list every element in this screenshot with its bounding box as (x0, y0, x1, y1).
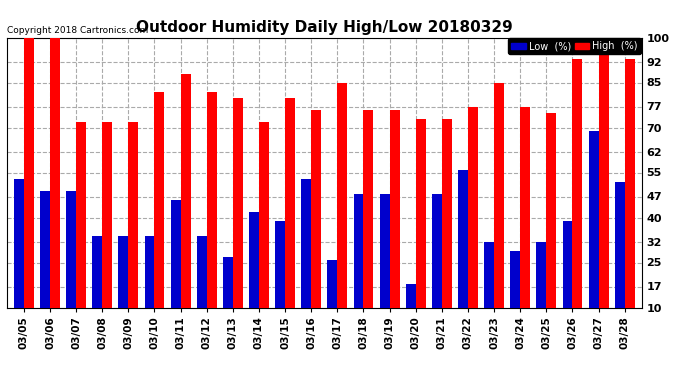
Bar (328, 260, 337, 308)
Bar (207, 92, 217, 308)
Bar (458, 170, 468, 308)
Bar (511, 251, 520, 308)
Bar (14, 178, 24, 308)
Legend: Low  (%), High  (%): Low (%), High (%) (509, 39, 641, 54)
Bar (259, 122, 269, 308)
Bar (468, 106, 478, 308)
Bar (589, 130, 599, 308)
Bar (416, 118, 426, 308)
Bar (128, 122, 138, 308)
Bar (536, 242, 546, 308)
Bar (353, 194, 364, 308)
Bar (24, 38, 34, 308)
Bar (484, 242, 494, 308)
Bar (233, 98, 243, 308)
Bar (615, 182, 624, 308)
Bar (573, 58, 582, 308)
Bar (66, 190, 76, 308)
Title: Outdoor Humidity Daily High/Low 20180329: Outdoor Humidity Daily High/Low 20180329 (136, 20, 513, 35)
Text: Copyright 2018 Cartronics.com: Copyright 2018 Cartronics.com (7, 26, 148, 35)
Bar (562, 220, 573, 308)
Bar (249, 211, 259, 308)
Bar (406, 284, 416, 308)
Bar (197, 236, 207, 308)
Bar (50, 38, 60, 308)
Bar (155, 92, 164, 308)
Bar (119, 236, 128, 308)
Bar (76, 122, 86, 308)
Bar (181, 74, 190, 308)
Bar (390, 110, 400, 308)
Bar (102, 122, 112, 308)
Bar (599, 38, 609, 308)
Bar (170, 200, 181, 308)
Bar (364, 110, 373, 308)
Bar (311, 110, 321, 308)
Bar (380, 194, 390, 308)
Bar (92, 236, 102, 308)
Bar (145, 236, 155, 308)
Bar (520, 106, 530, 308)
Bar (275, 220, 285, 308)
Bar (40, 190, 50, 308)
Bar (337, 82, 347, 308)
Bar (223, 256, 233, 307)
Bar (546, 112, 556, 308)
Bar (442, 118, 452, 308)
Bar (432, 194, 442, 308)
Bar (285, 98, 295, 308)
Bar (624, 58, 635, 308)
Bar (302, 178, 311, 308)
Bar (494, 82, 504, 308)
